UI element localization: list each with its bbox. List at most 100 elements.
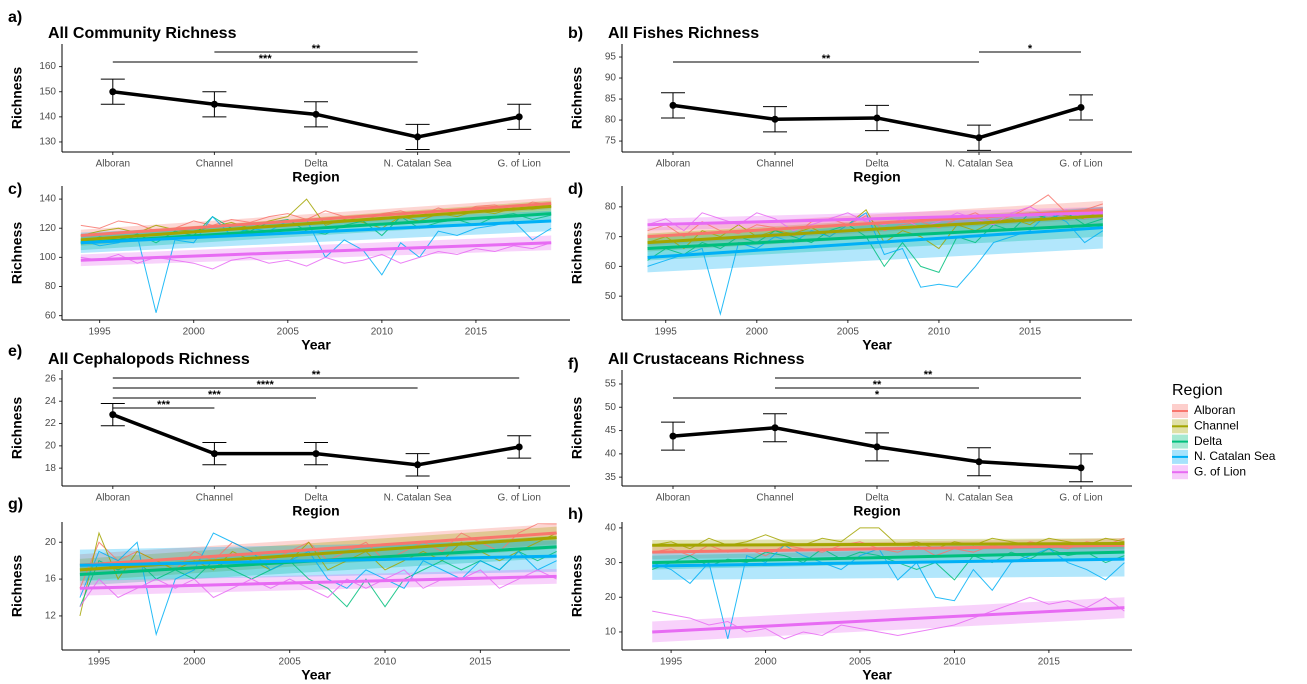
significance-label: *** [157,399,171,411]
y-axis-label: Richness [569,222,585,284]
x-tick-label: G. of Lion [498,159,541,170]
y-tick-label: 40 [605,523,617,534]
y-axis-label: Richness [9,67,25,129]
panel-label: g) [8,496,23,513]
y-tick-label: 80 [605,115,617,126]
x-tick-label: Alboran [656,159,690,170]
trend-line [652,557,1125,568]
panel-label: a) [8,9,22,26]
y-axis-label: Richness [569,397,585,459]
x-axis-label: Year [301,337,331,353]
mean-point [312,110,320,118]
x-tick-label: 1995 [88,657,111,668]
y-tick-label: 50 [605,291,617,302]
x-tick-label: N. Catalan Sea [945,493,1013,504]
x-tick-label: G. of Lion [498,493,541,504]
mean-point [669,101,677,109]
x-tick-label: 2005 [837,327,860,338]
x-tick-label: 2015 [1019,327,1042,338]
x-tick-label: Channel [196,159,233,170]
significance-label: ** [312,369,321,381]
x-tick-label: N. Catalan Sea [384,493,452,504]
y-tick-label: 24 [45,396,57,407]
mean-point [109,88,117,96]
mean-point [1077,464,1085,472]
trend-line [80,241,552,262]
y-axis-label: Richness [9,397,25,459]
y-tick-label: 95 [605,52,617,63]
y-tick-label: 80 [605,201,617,212]
x-tick-label: Alboran [96,159,130,170]
trend-line [652,543,1125,554]
x-tick-label: G. of Lion [1059,493,1102,504]
trend-line [80,204,552,242]
y-tick-label: 60 [45,310,57,321]
y-axis-label: Richness [9,555,25,617]
y-tick-label: 80 [45,281,57,292]
mean-point [312,450,320,458]
mean-point [515,113,523,121]
y-tick-label: 20 [605,592,617,603]
x-tick-label: Alboran [96,493,130,504]
trend-line [652,542,1125,547]
raw-line [79,569,557,608]
significance-label: * [1028,43,1033,55]
x-tick-label: 1995 [660,657,683,668]
trend-line [652,550,1125,565]
y-axis-label: Richness [9,222,25,284]
significance-label: *** [259,53,273,65]
x-tick-label: Alboran [656,493,690,504]
panel-label: d) [568,181,583,198]
mean-point [210,100,218,108]
x-tick-label: 2005 [279,657,302,668]
significance-label: ** [312,43,321,55]
mean-point [771,115,779,123]
x-axis-label: Year [862,337,892,353]
trend-line [647,214,1103,245]
mean-point [515,443,523,451]
y-tick-label: 10 [605,627,617,638]
mean-point [771,424,779,432]
legend-title: Region [1172,382,1223,399]
legend-label: N. Catalan Sea [1194,449,1276,463]
significance-label: **** [257,379,275,391]
x-tick-label: 2010 [943,657,966,668]
trend-line [652,606,1125,634]
x-tick-label: 1995 [89,327,112,338]
raw-line [80,215,552,313]
x-tick-label: Channel [756,159,793,170]
y-tick-label: 120 [39,223,56,234]
x-tick-label: N. Catalan Sea [384,159,452,170]
x-tick-label: Channel [196,493,233,504]
panel-title: All Crustaceans Richness [608,351,805,368]
legend-label: Alboran [1194,403,1235,417]
legend-label: G. of Lion [1194,464,1246,478]
raw-line [652,544,1125,640]
y-tick-label: 20 [45,440,57,451]
x-tick-label: Delta [865,493,889,504]
y-tick-label: 18 [45,463,57,474]
mean-point [414,461,422,469]
y-tick-label: 150 [39,86,56,97]
legend-label: Delta [1194,434,1222,448]
raw-line [652,596,1125,640]
mean-point [1077,103,1085,111]
y-tick-label: 20 [45,537,57,548]
y-axis-label: Richness [569,555,585,617]
x-axis-label: Year [301,667,331,683]
significance-label: ** [873,379,882,391]
y-tick-label: 35 [605,472,617,483]
trend-line [79,554,557,567]
y-axis-label: Richness [569,67,585,129]
y-tick-label: 55 [605,379,617,390]
y-tick-label: 100 [39,252,56,263]
significance-label: *** [208,389,222,401]
x-tick-label: Delta [865,159,889,170]
x-tick-label: N. Catalan Sea [945,159,1013,170]
panel-label: b) [568,25,583,42]
panel-title: All Cephalopods Richness [48,351,250,368]
mean-point [109,411,117,419]
raw-line [79,532,557,637]
x-tick-label: 2015 [469,657,492,668]
x-tick-label: 2000 [754,657,777,668]
